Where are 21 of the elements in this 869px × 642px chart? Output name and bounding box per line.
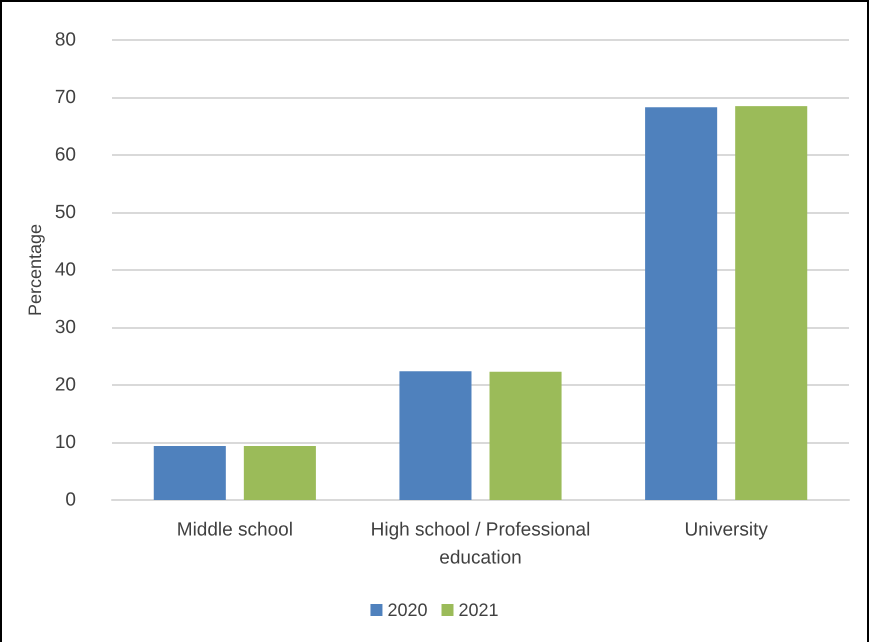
y-tick-label: 50: [54, 202, 76, 223]
y-tick-label: 40: [54, 260, 76, 280]
bar: [399, 371, 472, 500]
bar: [154, 446, 226, 500]
y-axis-title: Percentage: [24, 224, 45, 316]
y-tick-label: 20: [54, 374, 76, 396]
bar: [645, 107, 718, 500]
y-tick-label: 70: [54, 87, 76, 108]
x-tick-label: High school / Professional education: [370, 520, 590, 568]
y-tick-label: 0: [65, 490, 76, 510]
x-tick-label: University: [684, 520, 768, 540]
bar: [244, 446, 316, 500]
y-tick-label: 60: [54, 144, 76, 166]
bar: [735, 106, 808, 500]
x-tick-label: Middle school: [176, 520, 293, 540]
y-tick-label: 80: [54, 30, 76, 50]
y-tick-label: 10: [54, 432, 76, 453]
legend-label: 2020: [387, 600, 428, 620]
legend-label: 2021: [458, 600, 499, 620]
y-tick-label: 30: [54, 317, 76, 338]
bar: [490, 372, 562, 500]
